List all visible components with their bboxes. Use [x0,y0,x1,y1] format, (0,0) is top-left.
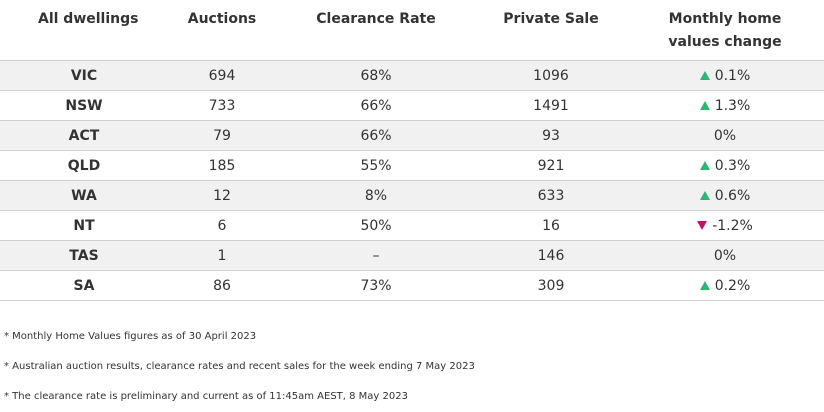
state-cell: ACT [0,120,168,151]
monthly-change-value: 0.6% [714,187,751,204]
state-cell: QLD [0,150,168,181]
private-sale-cell: 93 [476,120,626,151]
header-private-sale: Private Sale [476,0,626,61]
monthly-change-cell: 0.2% [626,270,824,301]
monthly-change-value: 1.3% [714,97,751,114]
triangle-up-icon [699,70,710,80]
auctions-cell: 1 [168,240,276,271]
table-header: All dwellings Auctions Clearance Rate Pr… [0,0,824,61]
private-sale-cell: 633 [476,180,626,211]
monthly-change-cell: 0.3% [626,150,824,181]
private-sale-cell: 16 [476,210,626,241]
state-cell: TAS [0,240,168,271]
footnote: * Australian auction results, clearance … [4,361,475,372]
monthly-change-cell: 0% [626,240,824,271]
table-row: TAS 1–146 0% [0,240,824,271]
header-monthly-line2: values change [668,34,782,50]
monthly-change-cell: -1.2% [626,210,824,241]
triangle-up-icon [699,160,710,170]
state-cell: NT [0,210,168,241]
header-all-dwellings: All dwellings [0,0,168,61]
auctions-cell: 86 [168,270,276,301]
state-cell: VIC [0,60,168,91]
table-row: NSW 733 66% 1491 1.3% [0,90,824,121]
monthly-change-value: 0.3% [714,157,751,174]
header-auctions: Auctions [168,0,276,61]
table-row: QLD 185 55% 921 0.3% [0,150,824,181]
monthly-change-value: 0% [713,247,737,264]
header-monthly-line1: Monthly home [668,11,782,27]
monthly-change-cell: 0.6% [626,180,824,211]
monthly-change-value: 0.2% [714,277,751,294]
clearance-rate-cell: 73% [276,270,476,301]
clearance-rate-cell: 50% [276,210,476,241]
monthly-change-value: 0% [713,127,737,144]
table-row: NT 6 50% 16 -1.2% [0,210,824,241]
monthly-change-value: 0.1% [714,67,751,84]
auctions-cell: 733 [168,90,276,121]
auctions-cell: 6 [168,210,276,241]
clearance-rate-cell: 66% [276,120,476,151]
clearance-rate-cell: 66% [276,90,476,121]
triangle-up-icon [699,190,710,200]
monthly-change-cell: 0.1% [626,60,824,91]
triangle-up-icon [699,280,710,290]
auction-results-table-container: All dwellings Auctions Clearance Rate Pr… [0,0,824,301]
triangle-up-icon [699,100,710,110]
clearance-rate-cell: 68% [276,60,476,91]
state-cell: WA [0,180,168,211]
private-sale-cell: 921 [476,150,626,181]
auctions-cell: 694 [168,60,276,91]
private-sale-cell: 1096 [476,60,626,91]
auctions-cell: 12 [168,180,276,211]
auctions-cell: 79 [168,120,276,151]
table-row: WA 12 8% 633 0.6% [0,180,824,211]
table-row: ACT 79 66% 93 0% [0,120,824,151]
table-row: SA 86 73% 309 0.2% [0,270,824,301]
footnote: * The clearance rate is preliminary and … [4,391,408,402]
footnotes: * Monthly Home Values figures as of 30 A… [4,322,475,412]
private-sale-cell: 1491 [476,90,626,121]
footnote: * Monthly Home Values figures as of 30 A… [4,331,257,342]
header-row: All dwellings Auctions Clearance Rate Pr… [0,0,824,61]
triangle-down-icon [697,220,708,230]
header-clearance-rate: Clearance Rate [276,0,476,61]
monthly-change-cell: 0% [626,120,824,151]
header-monthly-home-values-change: Monthly home values change [626,0,824,61]
table-body: VIC 694 68% 1096 0.1% NSW 733 66% 1491 1.3% ACT 79 6… [0,60,824,301]
table-row: VIC 694 68% 1096 0.1% [0,60,824,91]
monthly-change-cell: 1.3% [626,90,824,121]
auctions-cell: 185 [168,150,276,181]
monthly-change-value: -1.2% [712,217,753,234]
private-sale-cell: 146 [476,240,626,271]
auction-results-table: All dwellings Auctions Clearance Rate Pr… [0,0,824,301]
state-cell: NSW [0,90,168,121]
state-cell: SA [0,270,168,301]
private-sale-cell: 309 [476,270,626,301]
clearance-rate-cell: – [276,240,476,271]
clearance-rate-cell: 55% [276,150,476,181]
clearance-rate-cell: 8% [276,180,476,211]
